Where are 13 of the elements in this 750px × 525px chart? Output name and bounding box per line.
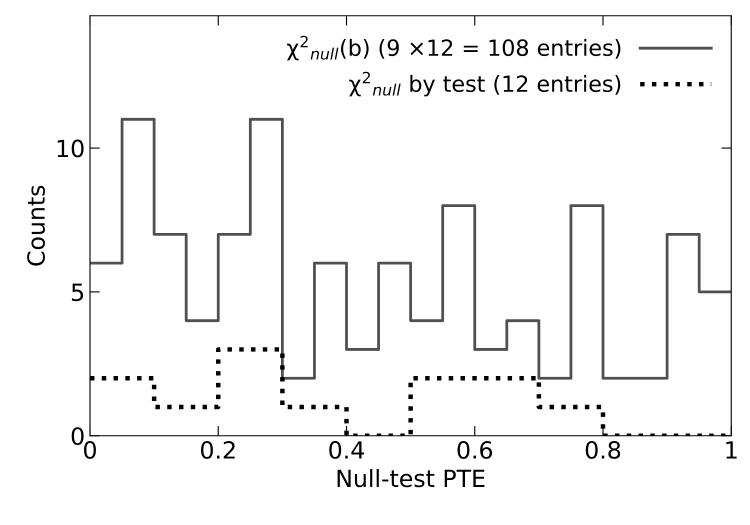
x-tick-label: 0.8	[586, 441, 620, 459]
legend-label: χ$^{2}$$_{null}$(b) (9 ×12 = 108 entries)	[287, 36, 620, 60]
x-tick-label: 1	[726, 441, 737, 459]
legend-label: χ$^{2}$$_{null}$ by test (12 entries)	[349, 72, 620, 96]
y-tick-label: 10	[58, 140, 84, 158]
x-tick-label: 0.2	[201, 441, 235, 459]
x-tick-label: 0	[84, 441, 96, 459]
x-tick-label: 0.6	[458, 441, 492, 459]
y-axis-title: Counts	[27, 186, 45, 266]
y-tick-label: 0	[72, 427, 84, 446]
x-axis-title: Null-test PTE	[338, 469, 484, 488]
x-tick-label: 0.4	[329, 441, 364, 459]
y-tick-label: 5	[72, 284, 84, 302]
